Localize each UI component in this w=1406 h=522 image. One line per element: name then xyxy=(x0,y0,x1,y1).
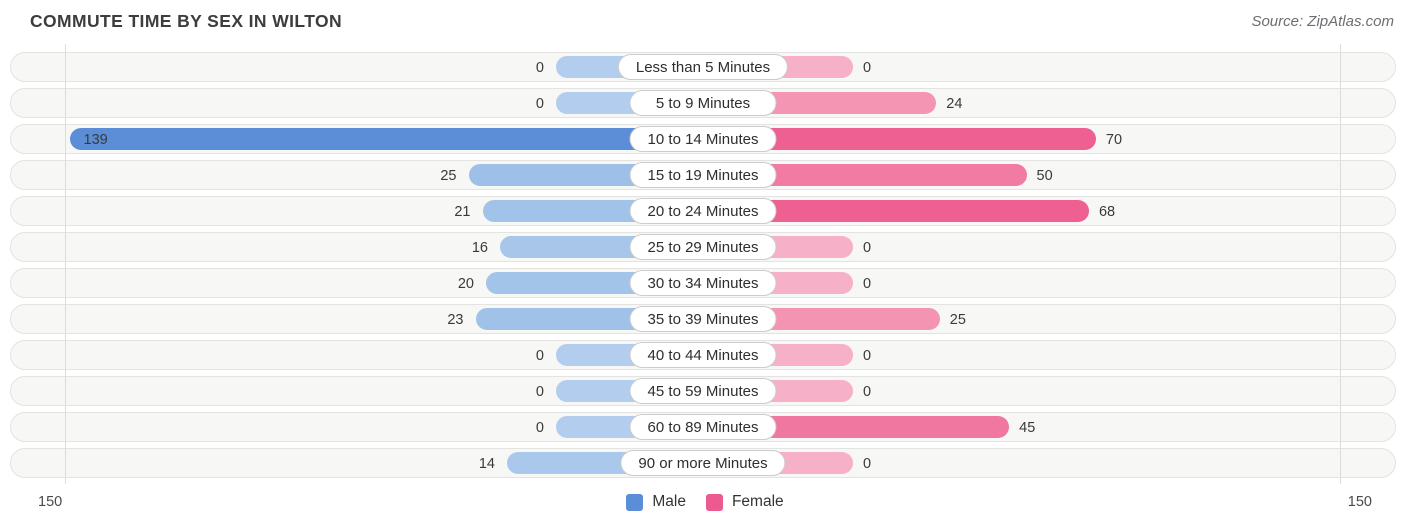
female-value-label: 24 xyxy=(946,96,963,112)
male-value-label: 14 xyxy=(478,456,495,472)
female-value-label: 0 xyxy=(863,240,872,256)
category-label: 5 to 9 Minutes xyxy=(629,90,777,116)
chart-rows: 0 0 Less than 5 Minutes 0 24 5 to 9 Minutes 13… xyxy=(10,52,1396,478)
page-title: COMMUTE TIME BY SEX IN WILTON xyxy=(30,11,343,31)
male-value-label: 0 xyxy=(535,384,544,400)
male-value-label: 0 xyxy=(535,348,544,364)
male-value-label: 139 xyxy=(83,132,108,148)
chart-row: 14 0 90 or more Minutes xyxy=(10,448,1396,478)
female-value-label: 25 xyxy=(949,312,966,328)
legend-item-female: Female xyxy=(705,493,784,511)
female-bar[interactable] xyxy=(714,416,1010,438)
category-label: 45 to 59 Minutes xyxy=(629,378,777,404)
category-label: 30 to 34 Minutes xyxy=(629,270,777,296)
chart-row: 21 68 20 to 24 Minutes xyxy=(10,196,1396,226)
chart-area: 0 0 Less than 5 Minutes 0 24 5 to 9 Minutes 13… xyxy=(10,44,1396,484)
female-value-label: 0 xyxy=(863,60,872,76)
chart-header: COMMUTE TIME BY SEX IN WILTON Source: Zi… xyxy=(0,0,1406,46)
female-bar[interactable] xyxy=(714,164,1027,186)
axis-max-right: 150 xyxy=(1347,494,1372,510)
male-value-label: 0 xyxy=(535,96,544,112)
chart-row: 20 0 30 to 34 Minutes xyxy=(10,268,1396,298)
male-value-label: 0 xyxy=(535,60,544,76)
male-legend-swatch xyxy=(626,493,644,511)
female-value-label: 68 xyxy=(1098,204,1116,220)
category-label: 20 to 24 Minutes xyxy=(629,198,777,224)
category-label: 25 to 29 Minutes xyxy=(629,234,777,260)
female-legend-label: Female xyxy=(731,493,784,510)
chart-row: 0 0 45 to 59 Minutes xyxy=(10,376,1396,406)
female-value-label: 45 xyxy=(1019,420,1036,436)
chart-row: 16 0 25 to 29 Minutes xyxy=(10,232,1396,262)
female-value-label: 0 xyxy=(863,348,872,364)
axis-gridline-right xyxy=(1340,44,1341,484)
female-value-label: 50 xyxy=(1036,168,1053,184)
chart-row: 0 0 40 to 44 Minutes xyxy=(10,340,1396,370)
category-label: 60 to 89 Minutes xyxy=(629,414,777,440)
category-label: 10 to 14 Minutes xyxy=(629,126,777,152)
axis-gridline-left xyxy=(65,44,66,484)
male-bar[interactable] xyxy=(69,128,694,150)
male-value-label: 0 xyxy=(535,420,544,436)
category-label: 90 or more Minutes xyxy=(620,450,786,476)
female-bar[interactable] xyxy=(714,128,1096,150)
category-label: 35 to 39 Minutes xyxy=(629,306,777,332)
female-bar[interactable] xyxy=(714,200,1089,222)
chart-row: 139 70 10 to 14 Minutes xyxy=(10,124,1396,154)
male-value-label: 21 xyxy=(454,204,471,220)
chart-row: 0 45 60 to 89 Minutes xyxy=(10,412,1396,442)
source-attribution: Source: ZipAtlas.com xyxy=(1251,13,1394,30)
legend: Male Female xyxy=(626,493,784,511)
male-legend-label: Male xyxy=(652,493,686,510)
male-value-label: 16 xyxy=(471,240,488,256)
chart-row: 23 25 35 to 39 Minutes xyxy=(10,304,1396,334)
female-legend-swatch xyxy=(705,493,723,511)
category-label: Less than 5 Minutes xyxy=(617,54,789,80)
female-value-label: 70 xyxy=(1105,132,1123,148)
chart-footer: 150 Male Female 150 xyxy=(0,484,1406,511)
chart-row: 25 50 15 to 19 Minutes xyxy=(10,160,1396,190)
category-label: 15 to 19 Minutes xyxy=(629,162,777,188)
male-value-label: 25 xyxy=(440,168,457,184)
female-value-label: 0 xyxy=(863,384,872,400)
female-value-label: 0 xyxy=(863,276,872,292)
female-value-label: 0 xyxy=(863,456,872,472)
chart-row: 0 0 Less than 5 Minutes xyxy=(10,52,1396,82)
legend-item-male: Male xyxy=(626,493,686,511)
male-value-label: 20 xyxy=(457,276,474,292)
category-label: 40 to 44 Minutes xyxy=(629,342,777,368)
male-value-label: 23 xyxy=(447,312,464,328)
axis-max-left: 150 xyxy=(38,494,63,510)
chart-row: 0 24 5 to 9 Minutes xyxy=(10,88,1396,118)
